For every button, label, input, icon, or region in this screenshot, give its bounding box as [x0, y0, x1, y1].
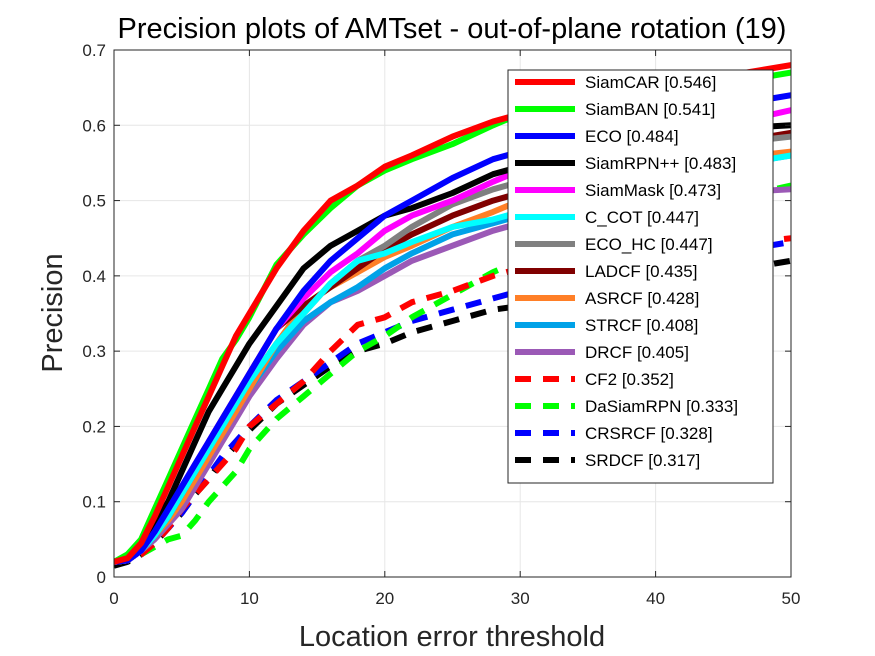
- legend-label: SiamRPN++ [0.483]: [585, 154, 736, 173]
- x-tick-label: 0: [109, 589, 118, 608]
- y-tick-label: 0.2: [82, 417, 106, 436]
- y-tick-label: 0.7: [82, 41, 106, 60]
- y-tick-label: 0.3: [82, 342, 106, 361]
- y-tick-label: 0.4: [82, 267, 106, 286]
- x-tick-label: 30: [511, 589, 530, 608]
- x-tick-label: 10: [240, 589, 259, 608]
- legend-label: DRCF [0.405]: [585, 343, 689, 362]
- legend-label: ECO_HC [0.447]: [585, 235, 713, 254]
- y-tick-label: 0.1: [82, 493, 106, 512]
- chart-title: Precision plots of AMTset - out-of-plane…: [118, 13, 787, 45]
- legend-label: CRSRCF [0.328]: [585, 424, 713, 443]
- x-tick-label: 20: [375, 589, 394, 608]
- legend-label: CF2 [0.352]: [585, 370, 674, 389]
- x-tick-label: 40: [646, 589, 665, 608]
- legend-items: SiamCAR [0.546] SiamBAN [0.541] ECO [0.484…: [515, 73, 738, 470]
- series-line-12: [114, 182, 791, 565]
- legend-label: STRCF [0.408]: [585, 316, 698, 335]
- y-tick-label: 0: [97, 568, 106, 587]
- axis-ticks: 0 10 20 30 40 50 0 0.1 0.2 0.3 0.4 0.5 0.6 0.7: [82, 41, 800, 608]
- y-tick-label: 0.5: [82, 192, 106, 211]
- axes-frame: [113, 49, 792, 578]
- legend-label: ASRCF [0.428]: [585, 289, 699, 308]
- x-tick-label: 50: [782, 589, 801, 608]
- legend-label: SRDCF [0.317]: [585, 451, 700, 470]
- y-axis-label: Precision: [37, 253, 69, 372]
- legend-label: SiamCAR [0.546]: [585, 73, 716, 92]
- y-tick-label: 0.6: [82, 116, 106, 135]
- legend-label: ECO [0.484]: [585, 127, 679, 146]
- legend-label: SiamMask [0.473]: [585, 181, 721, 200]
- x-axis-label: Location error threshold: [299, 621, 605, 653]
- legend: SiamCAR [0.546] SiamBAN [0.541] ECO [0.484…: [507, 69, 774, 484]
- legend-label: DaSiamRPN [0.333]: [585, 397, 738, 416]
- legend-label: SiamBAN [0.541]: [585, 100, 715, 119]
- legend-label: C_COT [0.447]: [585, 208, 699, 227]
- legend-label: LADCF [0.435]: [585, 262, 697, 281]
